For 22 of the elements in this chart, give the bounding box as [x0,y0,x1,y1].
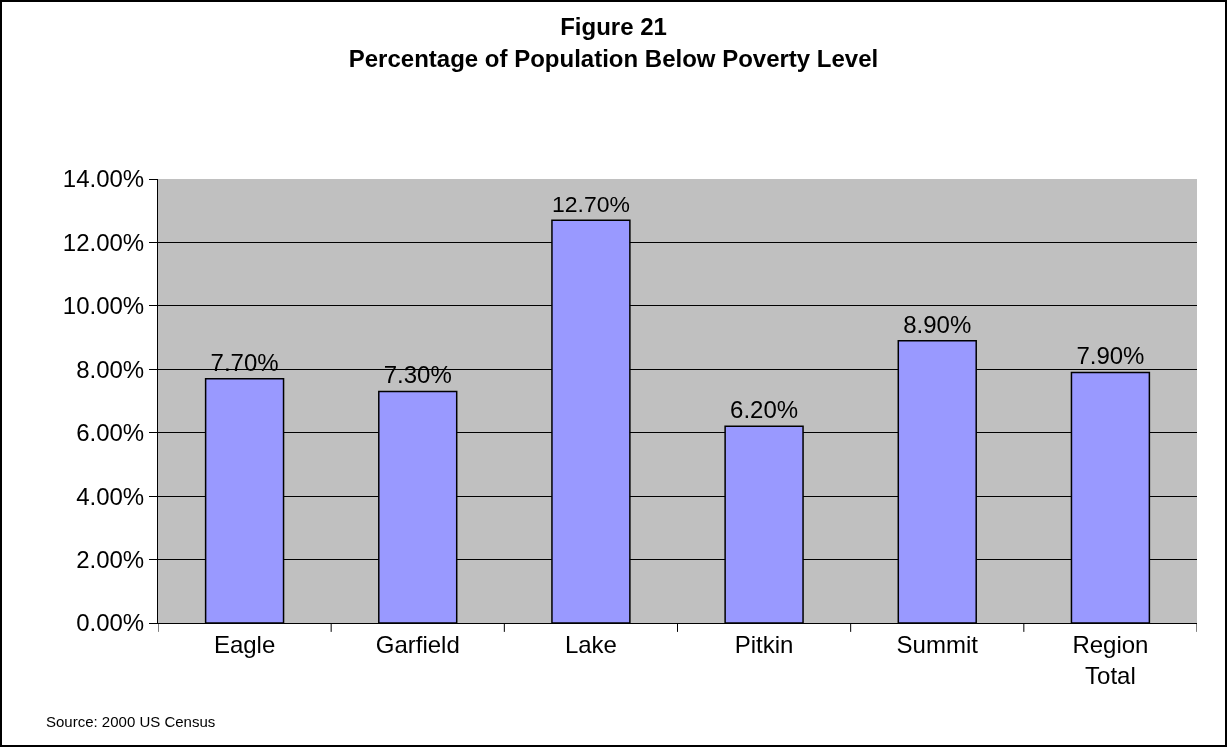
y-tick-label: 6.00% [76,419,145,447]
y-tick-label: 10.00% [62,292,145,320]
data-label: 6.20% [730,396,799,424]
x-tick-label: Eagle [213,630,276,658]
data-label: 7.30% [383,361,452,389]
y-tick-label: 12.00% [62,228,145,256]
y-tick-label: 8.00% [76,355,145,383]
x-tick-label: Lake [564,630,617,658]
x-tick-label: Region Total [1072,630,1149,689]
y-tick-label: 0.00% [76,609,145,637]
data-label: 12.70% [551,191,630,218]
data-label: 8.90% [903,310,972,338]
data-label: 7.90% [1076,342,1145,370]
source-note: Source: 2000 US Census [46,713,216,730]
chart-subtitle: Percentage of Population Below Poverty Level [348,44,879,72]
x-tick-label: Garfield [375,630,460,658]
y-tick-label: 2.00% [76,545,145,573]
x-tick-label: Summit [896,630,979,658]
y-tick-label: 14.00% [62,165,145,193]
chart-title: Figure 21 [560,13,667,41]
x-tick-label: Pitkin [734,630,794,658]
y-tick-label: 4.00% [76,482,145,510]
